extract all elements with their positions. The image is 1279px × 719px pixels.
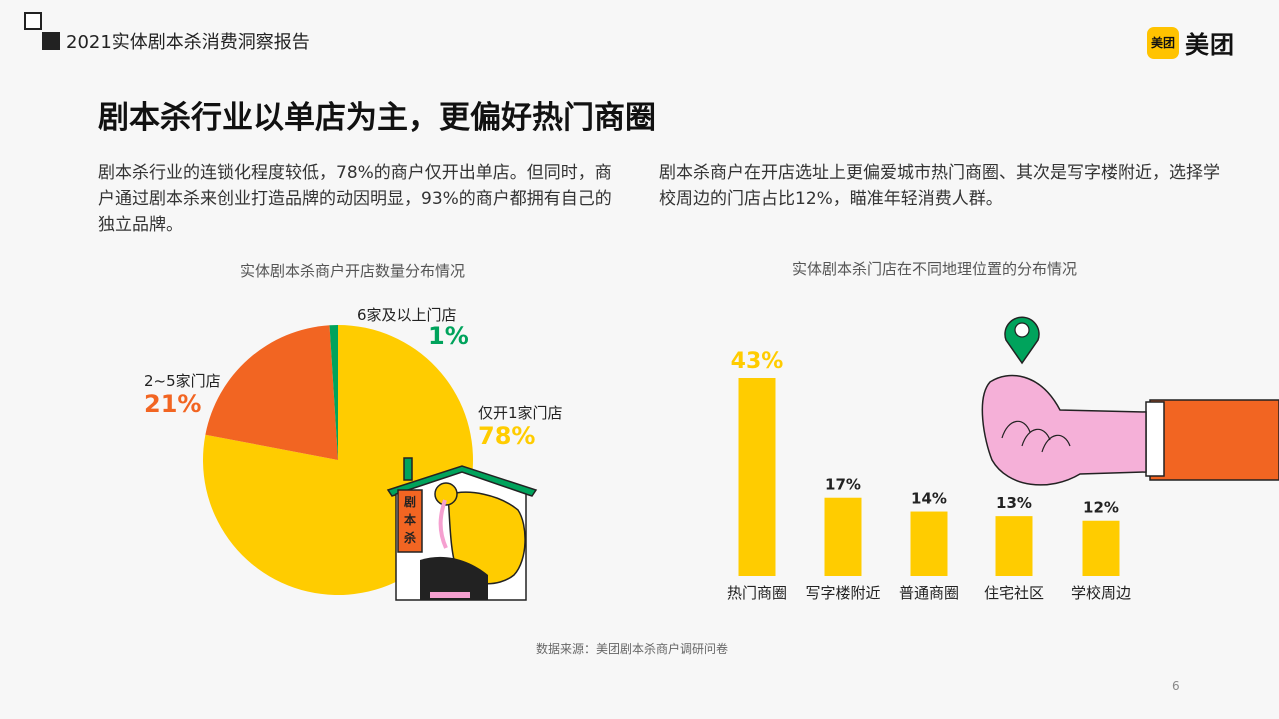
bar-category-label-3: 普通商圈	[899, 584, 959, 602]
pie-value-6plus: 1%	[428, 322, 469, 350]
report-title: 2021实体剧本杀消费洞察报告	[66, 32, 310, 53]
meituan-logo-icon: 美团	[1147, 26, 1179, 59]
bar-value-label-4: 13%	[996, 494, 1032, 512]
sign-char-1: 剧	[404, 494, 416, 509]
meituan-brand-text: 美团	[1185, 31, 1235, 59]
bar-series: 43% 热门商圈 17% 写字楼附近 14% 普通商圈 13% 住宅社区 12% 学校周边	[727, 349, 1131, 602]
bar-category-label-4: 住宅社区	[984, 584, 1044, 602]
sign-char-2: 本	[404, 512, 416, 527]
pie-label-6plus: 6家及以上门店	[357, 306, 457, 324]
data-source-note: 数据来源：美团剧本杀商户调研问卷	[536, 642, 729, 656]
pie-label-single: 仅开1家门店	[478, 404, 563, 422]
bar-category-label-2: 写字楼附近	[805, 584, 880, 602]
bar-category-label-5: 学校周边	[1071, 584, 1131, 602]
sign-char-3: 杀	[404, 530, 416, 545]
bar-chart-title: 实体剧本杀门店在不同地理位置的分布情况	[792, 260, 1078, 278]
bar-5	[1082, 520, 1120, 576]
right-paragraph: 剧本杀商户在开店选址上更偏爱城市热门商圈、其次是写字楼附近，选择学校周边的门店占…	[659, 163, 1220, 209]
left-paragraph: 剧本杀行业的连锁化程度较低，78%的商户仅开出单店。但同时，商户通过剧本杀来创业…	[98, 163, 612, 235]
bar-value-label-5: 12%	[1083, 499, 1119, 517]
bar-value-label-1: 43%	[731, 349, 784, 374]
bar-value-label-3: 14%	[911, 490, 947, 508]
bar-category-label-1: 热门商圈	[727, 584, 787, 602]
pie-label-2to5: 2~5家门店	[144, 372, 221, 390]
pie-slice-2to5	[205, 325, 338, 460]
page-number: 6	[1172, 679, 1180, 693]
page-headline: 剧本杀行业以单店为主，更偏好热门商圈	[98, 100, 656, 136]
location-pin-icon	[1004, 316, 1040, 365]
pie-slice-6plus	[329, 325, 338, 460]
report-logo-squares	[24, 12, 64, 52]
hand-illustration-icon	[981, 374, 1279, 486]
bar-4	[995, 516, 1033, 576]
bar-3	[910, 511, 948, 576]
bar-value-label-2: 17%	[825, 476, 861, 494]
bar-1	[738, 378, 776, 576]
meituan-brand: 美团 美团	[1147, 25, 1235, 60]
house-illustration-icon: 剧 本 杀	[386, 457, 538, 601]
pie-value-single: 78%	[478, 422, 536, 450]
bar-2	[824, 497, 862, 576]
pie-value-2to5: 21%	[144, 390, 202, 418]
pie-chart-title: 实体剧本杀商户开店数量分布情况	[240, 262, 466, 280]
